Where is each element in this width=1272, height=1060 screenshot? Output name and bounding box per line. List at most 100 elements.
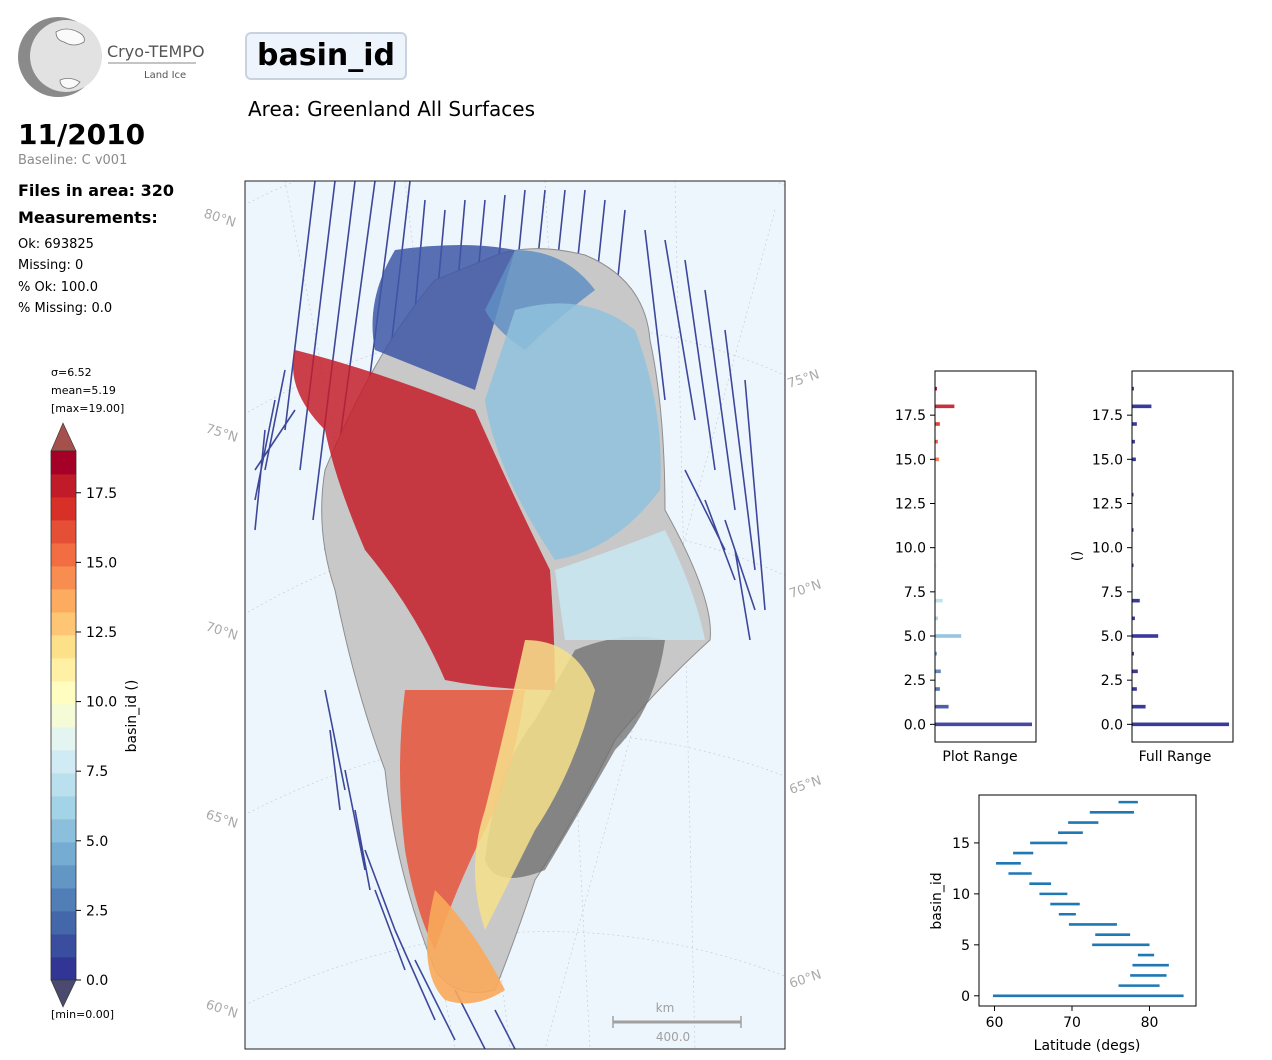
histogram-ytick-label: 12.5 — [895, 497, 926, 513]
histogram-bar — [1132, 404, 1152, 409]
latitude-ytick-label: 5 — [961, 938, 970, 954]
colorbar-min: [min=0.00] — [51, 1008, 115, 1021]
colorbar-segment — [51, 474, 76, 498]
histogram-ytick-label: 7.5 — [904, 585, 926, 601]
latitude-range-chart: 60 70 80 0 5 10 15 Latitude (degs) basin_id — [929, 794, 1197, 1054]
histogram-ytick-label: 2.5 — [904, 673, 926, 689]
latitude-ylabel: basin_id — [929, 872, 945, 929]
histogram-bar — [935, 563, 937, 568]
histogram-bar — [935, 598, 943, 603]
greenland-map: 80°N 75°N 70°N 65°N 60°N 75°N 70°N 65°N 60°N km… — [202, 180, 824, 1050]
colorbar: 0.0 2.5 5.0 7.5 10.0 12.5 15.0 17.5 basin_id () — [50, 422, 140, 1008]
measurements-title: Measurements: — [18, 208, 158, 227]
histogram-ytick-label: 5.0 — [904, 629, 926, 645]
pct-missing: % Missing: 0.0 — [18, 301, 113, 316]
colorbar-tick-label: 10.0 — [86, 695, 117, 711]
histogram-bar — [935, 404, 955, 409]
latitude-yticks: 0 5 10 15 — [952, 836, 979, 1005]
map-lat-label: 60°N — [788, 967, 824, 991]
histogram-ytick-label: 15.0 — [895, 452, 926, 468]
histogram-full-range-xlabel: Full Range — [1139, 749, 1212, 765]
histogram-bar — [1132, 598, 1140, 603]
histogram-ytick-label: 10.0 — [895, 541, 926, 557]
histogram-bar — [1132, 687, 1137, 691]
histogram-bar — [1132, 704, 1146, 709]
histogram-full-range-bars — [1132, 386, 1229, 727]
latitude-xtick-label: 80 — [1141, 1015, 1159, 1031]
colorbar-tick-label: 0.0 — [86, 973, 108, 989]
colorbar-tick-label: 7.5 — [86, 764, 108, 780]
colorbar-segment — [51, 957, 76, 981]
colorbar-segment — [51, 888, 76, 912]
ok-count: Ok: 693825 — [18, 237, 94, 252]
histogram-plot-range: 0.0 2.5 5.0 7.5 10.0 12.5 15.0 17.5 Plot Range — [895, 370, 1037, 765]
parameter-title: basin_id — [245, 32, 407, 80]
histogram-bar — [935, 669, 941, 674]
histogram-bar — [935, 634, 962, 638]
histogram-bar — [1132, 616, 1135, 621]
colorbar-segment — [51, 750, 76, 774]
colorbar-segment — [51, 727, 76, 751]
colorbar-sigma: σ=6.52 — [51, 366, 92, 379]
histogram-bar — [1132, 422, 1137, 426]
map-lat-labels-left: 80°N 75°N 70°N 65°N 60°N — [202, 207, 240, 1022]
histogram-ytick-label: 15.0 — [1092, 452, 1123, 468]
latitude-xtick-label: 70 — [1063, 1015, 1081, 1031]
latitude-xtick-label: 60 — [986, 1015, 1004, 1031]
map-lat-label: 65°N — [788, 773, 824, 797]
scale-bar: km 400.0 — [612, 1001, 742, 1044]
colorbar-tick-label: 12.5 — [86, 625, 117, 641]
histogram-bar — [935, 687, 940, 691]
histogram-bar — [1132, 634, 1159, 638]
histogram-bar — [935, 386, 937, 391]
colorbar-segment — [51, 934, 76, 958]
colorbar-segment — [51, 497, 76, 521]
colorbar-under-triangle — [50, 979, 77, 1008]
histogram-bar — [935, 651, 937, 656]
latitude-ytick-label: 0 — [961, 989, 970, 1005]
baseline-label: Baseline: C v001 — [18, 153, 128, 168]
histogram-bar — [1132, 439, 1135, 444]
colorbar-tick-label: 15.0 — [86, 555, 117, 571]
colorbar-segments — [51, 451, 76, 981]
missing-count: Missing: 0 — [18, 258, 84, 273]
map-lat-label: 70°N — [788, 577, 824, 601]
histogram-ytick-label: 17.5 — [895, 408, 926, 424]
histogram-bar — [935, 722, 1032, 727]
histogram-ytick-label: 2.5 — [1101, 673, 1123, 689]
histogram-bar — [1132, 669, 1138, 674]
colorbar-segment — [51, 865, 76, 889]
histogram-full-range-ylabel: () — [1070, 551, 1085, 561]
latitude-xlabel: Latitude (degs) — [1034, 1038, 1141, 1054]
colorbar-ticks: 0.0 2.5 5.0 7.5 10.0 12.5 15.0 17.5 — [76, 486, 117, 989]
histogram-bar — [1132, 386, 1134, 391]
map-lat-label: 65°N — [204, 808, 240, 832]
pct-ok: % Ok: 100.0 — [18, 280, 98, 295]
colorbar-tick-label: 17.5 — [86, 486, 117, 502]
colorbar-segment — [51, 520, 76, 544]
colorbar-segment — [51, 612, 76, 636]
histogram-full-range: 0.0 2.5 5.0 7.5 10.0 12.5 15.0 17.5 () Full Ran… — [1070, 370, 1234, 765]
colorbar-segment — [51, 681, 76, 705]
colorbar-segment — [51, 704, 76, 728]
map-lat-label: 75°N — [204, 422, 240, 446]
area-label: Area: Greenland All Surfaces — [248, 97, 535, 121]
latitude-range-bars — [992, 800, 1184, 998]
scale-unit: km — [656, 1001, 675, 1015]
logo-subtitle: Land Ice — [144, 70, 186, 81]
colorbar-segment — [51, 773, 76, 797]
colorbar-segment — [51, 796, 76, 820]
histogram-ytick-label: 5.0 — [1101, 629, 1123, 645]
map-lat-labels-right: 75°N 70°N 65°N 60°N — [786, 367, 824, 991]
histogram-bar — [1132, 528, 1134, 532]
cryo-tempo-logo: Cryo-TEMPO Land Ice — [18, 17, 205, 97]
histogram-ytick-label: 12.5 — [1092, 497, 1123, 513]
latitude-ytick-label: 15 — [952, 836, 970, 852]
map-lat-label: 60°N — [204, 998, 240, 1022]
histogram-bar — [1132, 651, 1134, 656]
histogram-bar — [935, 704, 949, 709]
histogram-plot-range-xlabel: Plot Range — [942, 749, 1017, 765]
files-label: Files in area: 320 — [18, 181, 174, 200]
scale-value: 400.0 — [656, 1030, 690, 1044]
colorbar-segment — [51, 842, 76, 866]
